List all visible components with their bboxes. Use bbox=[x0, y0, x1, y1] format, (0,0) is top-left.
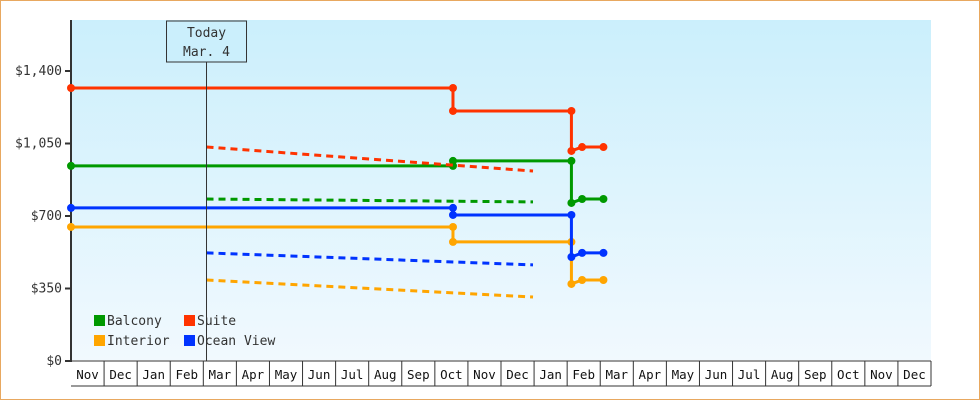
month-label: Dec bbox=[109, 367, 132, 382]
y-tick-label: $0 bbox=[46, 354, 62, 369]
month-label: Aug bbox=[374, 367, 397, 382]
forecast-line bbox=[206, 251, 534, 267]
month-label: Jun bbox=[705, 367, 728, 382]
month-label: Jun bbox=[308, 367, 331, 382]
month-label: Dec bbox=[506, 367, 529, 382]
legend-label: Suite bbox=[197, 314, 236, 329]
data-point bbox=[567, 279, 576, 288]
month-label: Oct bbox=[837, 367, 860, 382]
month-label: May bbox=[672, 367, 695, 382]
legend-label: Balcony bbox=[107, 314, 162, 329]
data-point bbox=[67, 203, 75, 212]
month-label: Nov bbox=[76, 367, 99, 382]
data-point bbox=[578, 276, 587, 285]
series-layer bbox=[67, 83, 608, 299]
month-label: Nov bbox=[870, 367, 893, 382]
data-point bbox=[599, 143, 608, 152]
today-marker: Today Mar. 4 bbox=[166, 20, 248, 361]
month-label: Apr bbox=[639, 367, 662, 382]
legend-label: Ocean View bbox=[197, 334, 275, 349]
data-point bbox=[578, 143, 587, 152]
y-tick-label: $1,050 bbox=[15, 137, 62, 152]
data-point bbox=[578, 195, 587, 204]
today-date: Mar. 4 bbox=[183, 45, 230, 60]
data-point bbox=[448, 210, 457, 219]
data-point bbox=[448, 156, 457, 165]
legend-swatch bbox=[94, 315, 105, 326]
month-label: Oct bbox=[440, 367, 463, 382]
data-point bbox=[567, 198, 576, 207]
month-label: Jan bbox=[539, 367, 562, 382]
forecast-line bbox=[206, 278, 534, 299]
plot-area bbox=[71, 20, 931, 360]
legend-swatch bbox=[184, 335, 195, 346]
month-label: Mar bbox=[605, 367, 628, 382]
x-axis: Nov Dec Jan Feb Mar Apr May Jun Jul Aug Sep Oct Nov D… bbox=[71, 360, 932, 387]
data-point bbox=[567, 146, 576, 155]
series-suite bbox=[67, 83, 608, 173]
data-point bbox=[67, 161, 75, 170]
y-tick-label: $350 bbox=[31, 282, 62, 297]
month-label: Jan bbox=[142, 367, 165, 382]
data-point bbox=[567, 253, 576, 262]
data-point bbox=[448, 222, 457, 231]
data-point bbox=[567, 156, 576, 165]
data-point bbox=[578, 248, 587, 257]
today-label: Today bbox=[187, 26, 226, 41]
month-label: Dec bbox=[903, 367, 926, 382]
month-label: Mar bbox=[209, 367, 232, 382]
legend-swatch bbox=[184, 315, 195, 326]
data-point bbox=[599, 248, 608, 257]
data-point bbox=[448, 106, 457, 115]
month-label: Apr bbox=[242, 367, 265, 382]
forecast-line bbox=[206, 145, 534, 173]
month-label: Aug bbox=[771, 367, 794, 382]
data-point bbox=[448, 237, 457, 246]
data-point bbox=[67, 222, 75, 231]
month-label: Feb bbox=[175, 367, 198, 382]
data-point bbox=[448, 203, 457, 212]
month-label: Jul bbox=[341, 367, 364, 382]
data-point bbox=[567, 106, 576, 115]
forecast-line bbox=[206, 197, 534, 204]
y-tick-label: $1,400 bbox=[15, 64, 62, 79]
y-axis: $0 $350 $700 $1,050 $1,400 bbox=[15, 20, 72, 369]
month-label: Sep bbox=[407, 367, 430, 382]
data-point bbox=[567, 210, 576, 219]
data-point bbox=[599, 195, 608, 204]
month-label: Feb bbox=[572, 367, 595, 382]
month-label: Nov bbox=[473, 367, 496, 382]
legend-label: Interior bbox=[107, 334, 170, 349]
month-label: May bbox=[275, 367, 298, 382]
series-balcony bbox=[67, 156, 608, 207]
month-label: Sep bbox=[804, 367, 827, 382]
data-point bbox=[599, 276, 608, 285]
data-point bbox=[67, 83, 75, 92]
today-box bbox=[166, 20, 248, 63]
month-label: Jul bbox=[738, 367, 761, 382]
data-point bbox=[448, 83, 457, 92]
series-ocean-view bbox=[67, 203, 608, 267]
legend: Balcony Suite Interior Ocean View bbox=[94, 314, 275, 349]
y-tick-label: $700 bbox=[31, 209, 62, 224]
legend-swatch bbox=[94, 335, 105, 346]
